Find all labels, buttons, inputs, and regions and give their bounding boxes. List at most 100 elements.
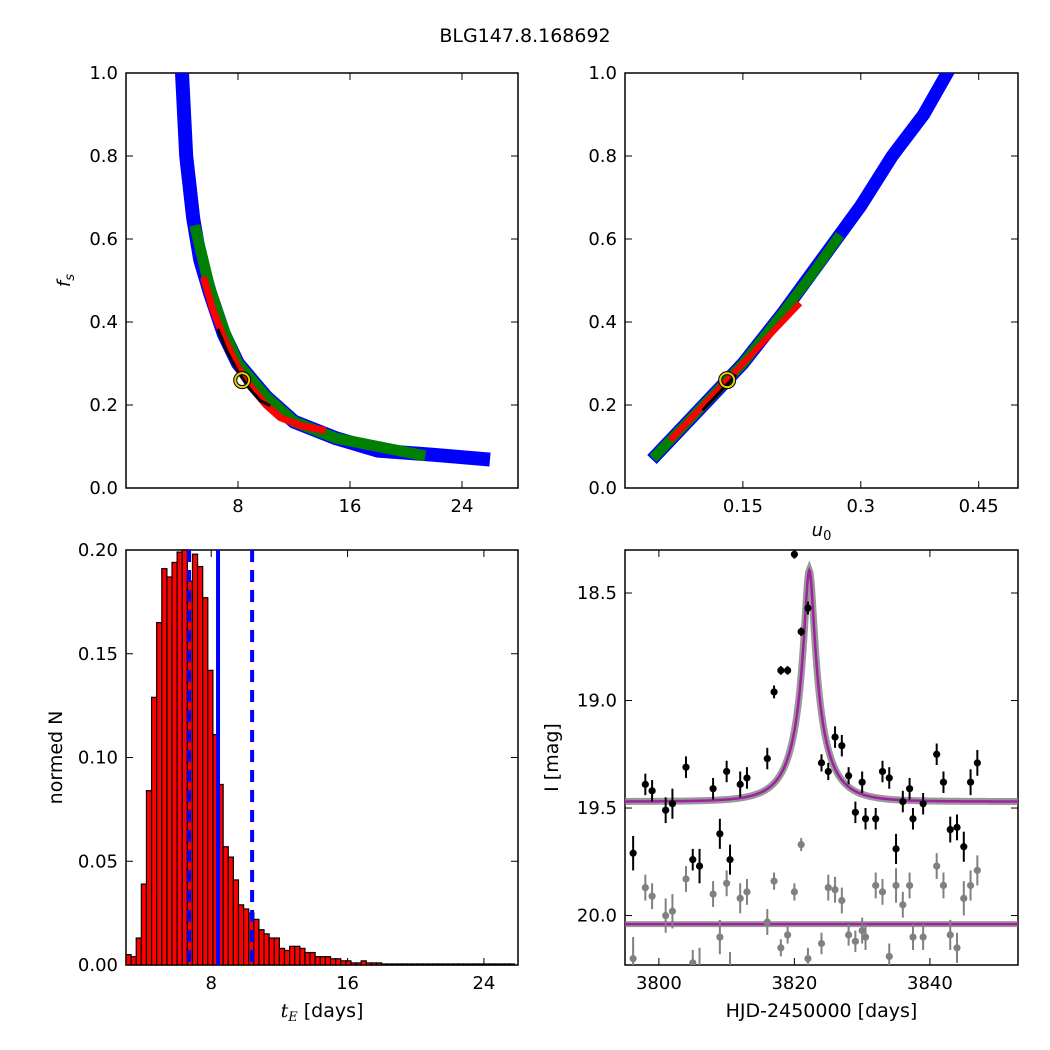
y-tick-label: 20.0 [577, 906, 617, 927]
data-point [899, 797, 907, 806]
histogram-bar [253, 918, 260, 966]
data-series [629, 550, 981, 884]
data-point [804, 604, 812, 612]
data-point [960, 894, 968, 902]
data-point [629, 954, 637, 963]
histogram-bar [227, 856, 234, 966]
histogram-bar [355, 962, 362, 966]
data-point [763, 754, 771, 763]
plot-frame [624, 72, 1019, 489]
x-tick-label: 0.3 [846, 496, 875, 517]
contour-core [701, 373, 738, 412]
histogram-bar [268, 937, 275, 966]
contour-1sigma [200, 276, 327, 435]
data-point [709, 785, 717, 793]
histogram-bars [125, 549, 516, 966]
x-tick-label: 16 [339, 496, 362, 517]
data-point [845, 931, 853, 939]
histogram-bar [365, 962, 373, 966]
y-tick-label: 0.10 [78, 748, 118, 769]
histogram-bar [283, 949, 291, 966]
contour-1sigma [667, 301, 803, 443]
data-point [838, 742, 846, 750]
histogram-bar [483, 963, 490, 966]
histogram-bar [181, 549, 188, 966]
axes-fs_vs_u0: 0.15 0.3 0.45 0.0 0.2 0.4 0.6 0.8 1.0 u0 [588, 63, 1019, 544]
best-fit-marker [719, 372, 736, 389]
data-point [743, 774, 751, 782]
histogram-bar [488, 963, 495, 966]
histogram-bar [135, 937, 142, 966]
data-series [629, 838, 981, 973]
data-point [770, 877, 778, 885]
histogram-bar [442, 963, 449, 966]
lightcurve-layer [625, 550, 1018, 973]
data-point [966, 881, 975, 890]
data-point [629, 849, 637, 857]
histogram-bar [150, 696, 158, 966]
data-point [763, 918, 771, 926]
data-point [939, 881, 948, 890]
data-point [878, 767, 887, 776]
histogram-bar [473, 963, 480, 966]
y-tick-label: 18.5 [577, 583, 617, 604]
histogram-bar [503, 963, 511, 966]
data-point [726, 856, 734, 864]
data-point [770, 688, 778, 696]
histogram-bar [314, 956, 321, 966]
data-point [723, 879, 731, 887]
histogram-bar [130, 956, 137, 966]
histogram-bar [478, 963, 485, 966]
y-tick-label: 0.2 [588, 395, 617, 416]
contour-layers [647, 73, 955, 464]
histogram-bar [156, 622, 163, 966]
data-point [726, 966, 733, 973]
data-point [872, 881, 880, 890]
histogram-bar [452, 963, 459, 966]
x-axis-label-sub: E [287, 1010, 298, 1025]
data-point [662, 911, 670, 920]
data-point [861, 815, 870, 823]
y-tick-label: 1.0 [89, 63, 118, 84]
y-axis-label-sub: s [63, 274, 78, 281]
histogram-bar [232, 879, 240, 966]
histogram-bar [324, 956, 332, 966]
histogram-bar [401, 963, 408, 966]
histogram-bar [278, 947, 286, 966]
data-point [939, 778, 948, 786]
histogram-bar [171, 561, 178, 966]
histogram-bar [508, 963, 516, 966]
y-tick-label: 0.8 [89, 146, 118, 167]
data-point [777, 944, 785, 952]
x-axis-label-sub: 0 [823, 529, 831, 544]
histogram-bar [166, 576, 173, 966]
data-point [790, 550, 798, 558]
data-point [919, 933, 927, 941]
histogram-bar [381, 963, 388, 966]
contour-core [216, 328, 271, 408]
axes-fs_vs_tE: 8 16 24 0.0 0.2 0.4 0.6 0.8 1.0 fs [54, 63, 519, 517]
histogram-bar [202, 597, 209, 966]
x-tick-label: 8 [205, 973, 216, 994]
data-point [824, 767, 832, 776]
histogram-bar [350, 962, 357, 966]
data-point [966, 778, 975, 786]
data-point [858, 926, 866, 935]
data-point [831, 733, 839, 741]
data-point [845, 772, 853, 780]
y-axis-label: normed N [45, 711, 67, 805]
axes-lightcurve: 3800 3820 3840 18.5 19.0 19.5 20.0 I [mag] HJD-2… [541, 549, 1019, 1022]
histogram-bar [335, 958, 342, 966]
figure-title: BLG147.8.168692 [439, 25, 610, 47]
data-point [885, 952, 893, 960]
data-point [777, 666, 785, 675]
histogram-bar [263, 933, 270, 966]
model-curve [625, 566, 1018, 803]
data-point [861, 933, 870, 941]
contour-2sigma [189, 224, 427, 462]
data-point [878, 888, 887, 896]
y-tick-label: 0.15 [78, 644, 118, 665]
data-point [885, 774, 893, 782]
data-point [858, 778, 866, 786]
